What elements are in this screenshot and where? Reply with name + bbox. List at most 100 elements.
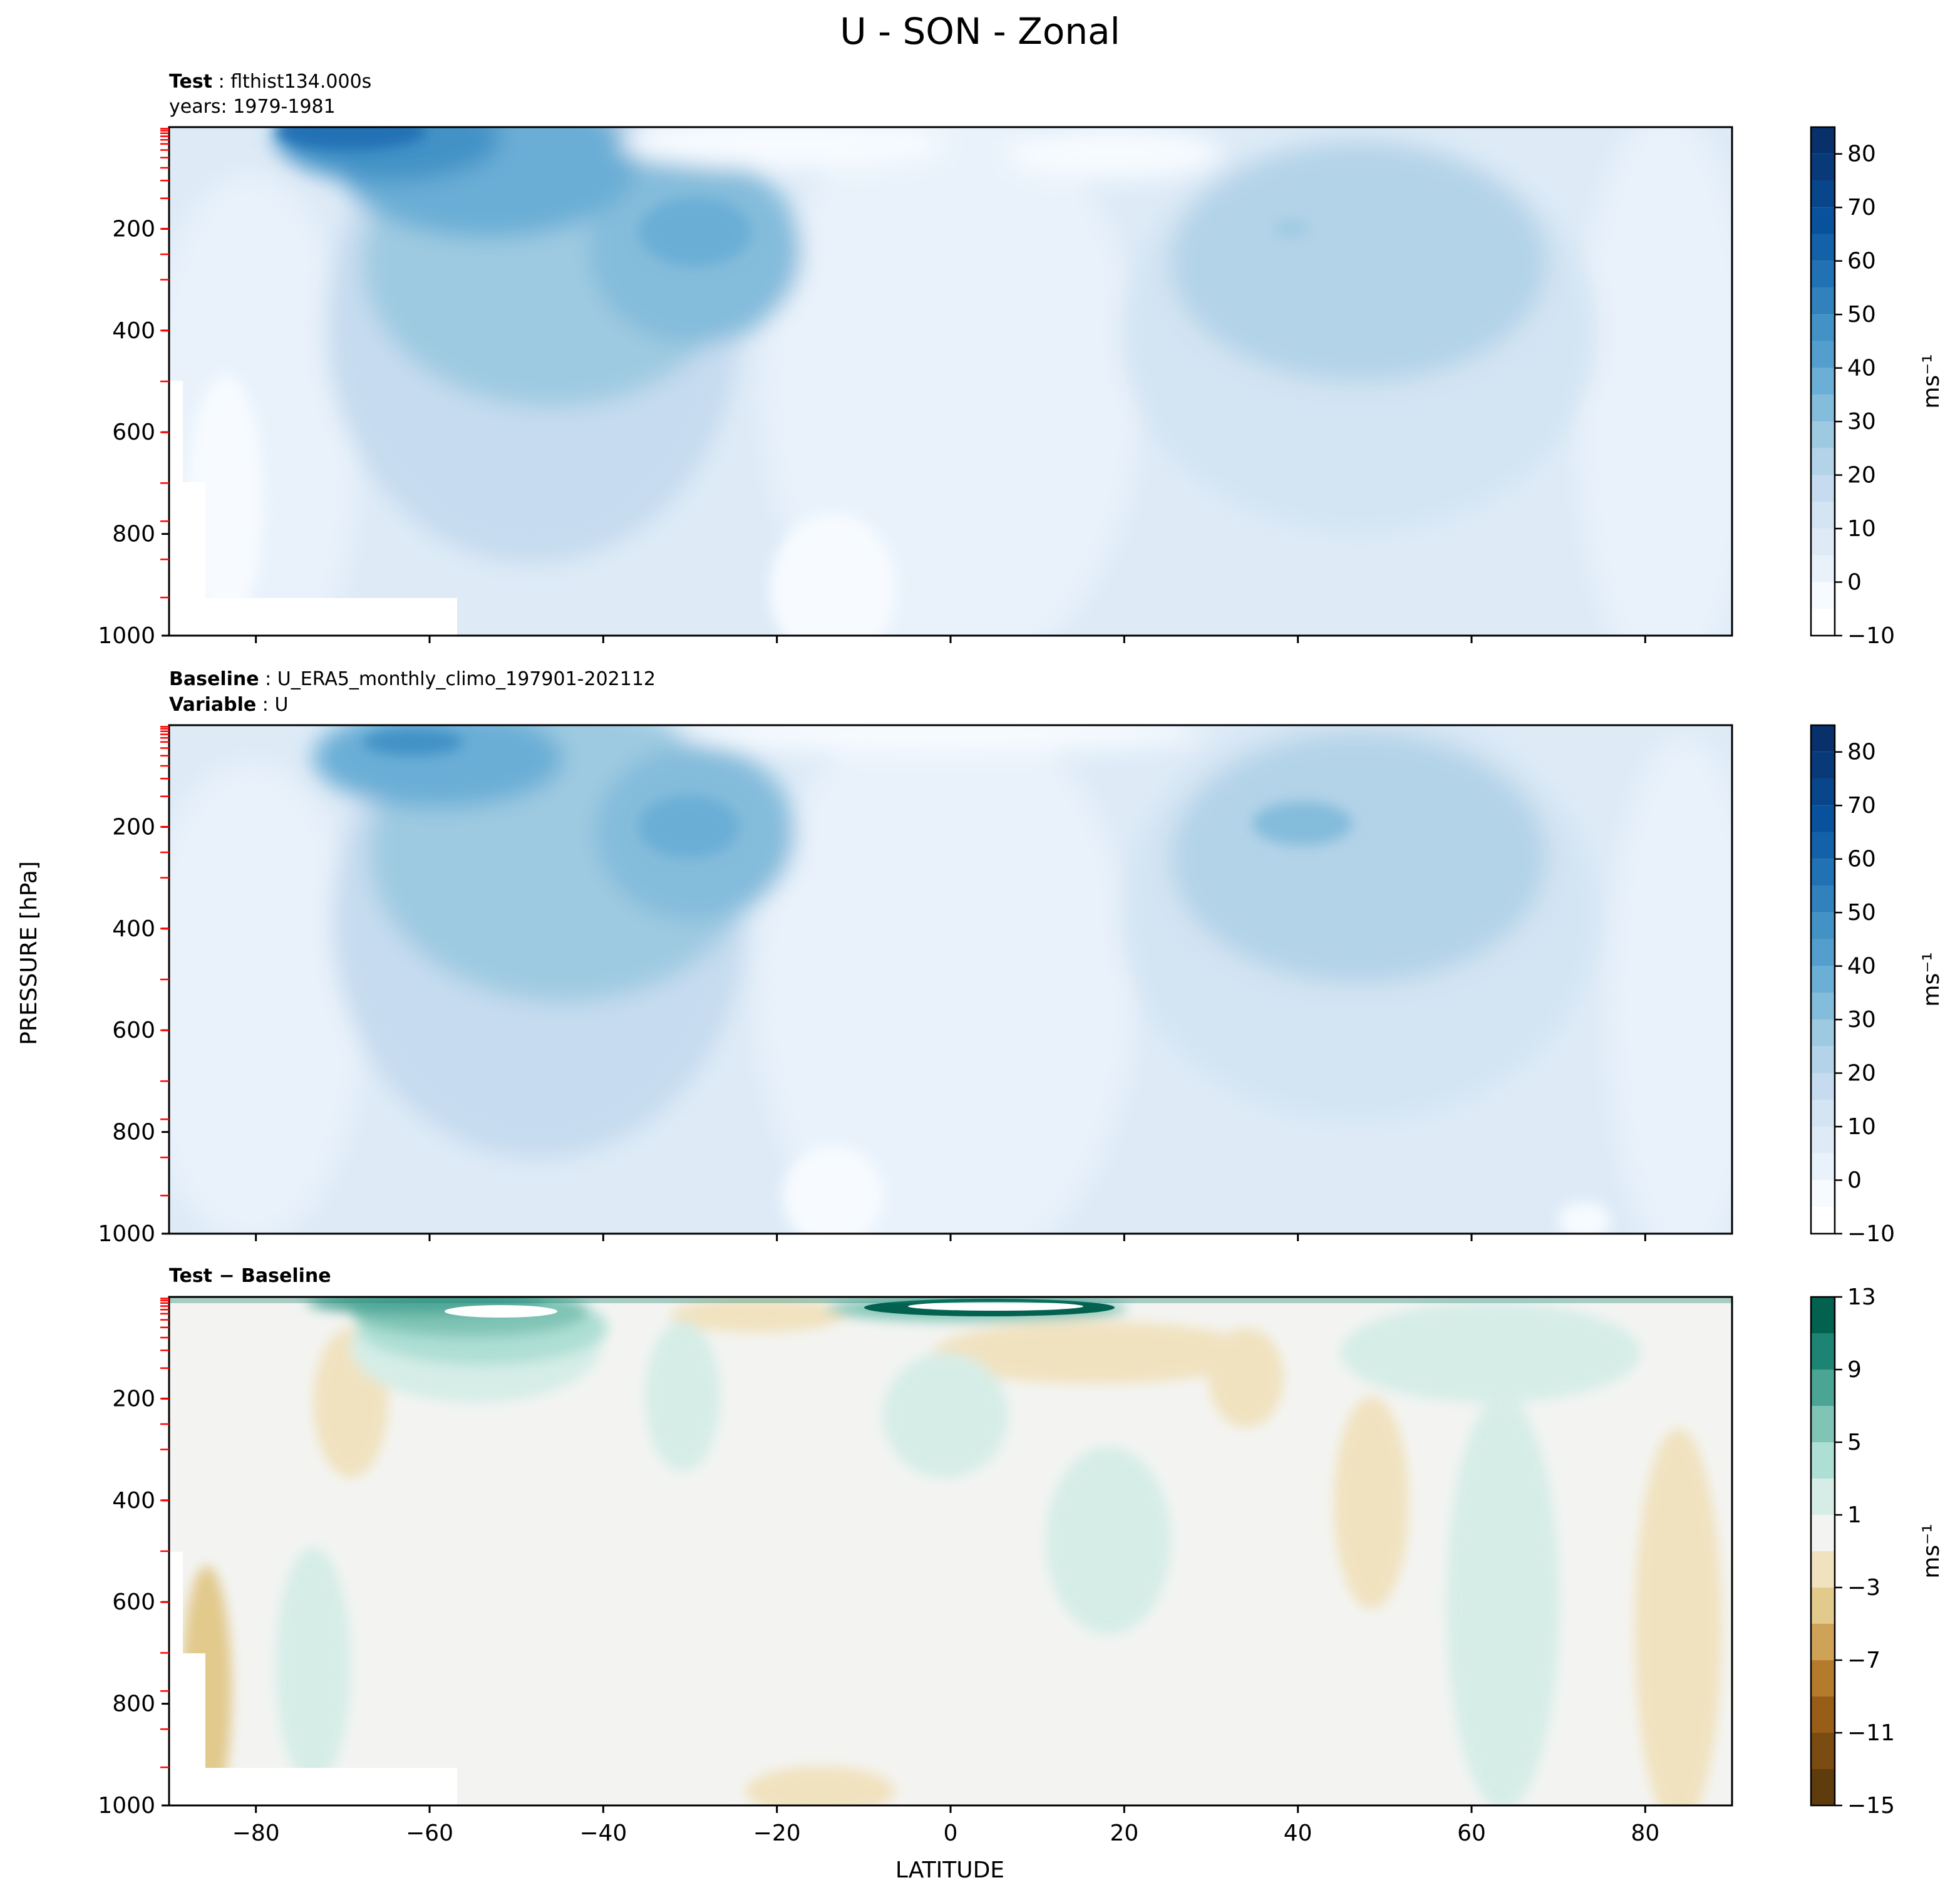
colorbar-tick-label: 10 bbox=[1847, 516, 1876, 542]
colorbar-segment bbox=[1811, 555, 1835, 582]
colorbar-segment bbox=[1811, 1180, 1835, 1207]
panel-test: Test : flthist134.000s years: 1979-1981 bbox=[98, 71, 1944, 649]
colorbar-segment bbox=[1811, 859, 1835, 886]
colorbar-tick-label: 80 bbox=[1847, 740, 1876, 765]
colorbar-tick-label: 0 bbox=[1847, 1168, 1862, 1194]
contour-field bbox=[169, 725, 1732, 1234]
caption-text: U_ERA5_monthly_climo_197901-202112 bbox=[277, 668, 656, 690]
colorbar-label: ms⁻¹ bbox=[1919, 354, 1944, 408]
x-tick-label: 80 bbox=[1631, 1820, 1659, 1846]
colorbar: −15 −11 −7 −3 1 5 9 13 ms⁻¹ bbox=[1810, 1284, 1944, 1819]
colorbar: −10 0 10 20 30 40 50 60 70 80 ms⁻¹ bbox=[1810, 724, 1944, 1247]
colorbar-tick-label: 50 bbox=[1847, 302, 1876, 328]
y-tick-label: 400 bbox=[112, 1488, 155, 1514]
colorbar-tick-label: 20 bbox=[1847, 463, 1876, 488]
colorbar-tick-label: 5 bbox=[1847, 1430, 1862, 1455]
panel-caption: Test : flthist134.000s bbox=[169, 71, 371, 93]
colorbar-segment bbox=[1811, 1406, 1835, 1442]
colorbar-segment bbox=[1811, 609, 1835, 636]
colorbar-tick-label: −10 bbox=[1847, 1221, 1895, 1247]
colorbar-frame bbox=[1810, 126, 1836, 637]
colorbar-segment bbox=[1811, 1515, 1835, 1551]
colorbar-segment bbox=[1811, 1624, 1835, 1660]
x-tick-label: −80 bbox=[232, 1820, 280, 1846]
y-tick-label: 800 bbox=[112, 1691, 155, 1717]
colorbar-tick-label: 80 bbox=[1847, 142, 1876, 167]
colorbar-tick-label: −7 bbox=[1847, 1648, 1880, 1673]
colorbar-tick-label: 10 bbox=[1847, 1114, 1876, 1140]
colorbar-segment bbox=[1811, 502, 1835, 529]
panel-caption: Baseline : U_ERA5_monthly_climo_197901-2… bbox=[169, 668, 656, 690]
colorbar-tick-label: 13 bbox=[1847, 1284, 1876, 1310]
contour-field bbox=[169, 127, 1732, 636]
colorbar-tick-label: 0 bbox=[1847, 570, 1862, 596]
colorbar-segment bbox=[1811, 1100, 1835, 1127]
x-tick-label: 40 bbox=[1284, 1820, 1313, 1846]
colorbar-segment bbox=[1811, 1333, 1835, 1370]
missing-data-mask bbox=[169, 598, 457, 636]
panel-baseline: Baseline : U_ERA5_monthly_climo_197901-2… bbox=[98, 668, 1944, 1247]
colorbar-segment bbox=[1811, 421, 1835, 448]
caption-bold: Variable bbox=[169, 694, 256, 716]
y-tick-label: 800 bbox=[112, 522, 155, 547]
panel-caption-years: years: 1979-1981 bbox=[169, 96, 336, 118]
colorbar-segment bbox=[1811, 475, 1835, 502]
colorbar-tick-label: 1 bbox=[1847, 1502, 1862, 1528]
colorbar-segment bbox=[1811, 725, 1835, 752]
colorbar-segment bbox=[1811, 341, 1835, 368]
colorbar-segment bbox=[1811, 1733, 1835, 1769]
colorbar-tick-label: 70 bbox=[1847, 195, 1876, 220]
y-axis-ticks: 200 400 600 800 1000 bbox=[98, 1386, 169, 1819]
colorbar-frame bbox=[1810, 1296, 1836, 1807]
y-tick-label: 200 bbox=[112, 814, 155, 840]
model-level-ticks bbox=[160, 726, 169, 1197]
colorbar-segment bbox=[1811, 314, 1835, 341]
colorbar-tick-label: 30 bbox=[1847, 1007, 1876, 1033]
x-axis-ticks: −80 −60 −40 −20 0 20 40 60 80 bbox=[232, 1805, 1659, 1846]
colorbar-segment bbox=[1811, 368, 1835, 395]
y-axis-label: PRESSURE [hPa] bbox=[16, 861, 42, 1045]
colorbar-segment bbox=[1811, 261, 1835, 288]
colorbar-tick-label: 70 bbox=[1847, 793, 1876, 818]
colorbar-segment bbox=[1811, 1207, 1835, 1234]
y-tick-label: 200 bbox=[112, 216, 155, 242]
colorbar-segment bbox=[1811, 1551, 1835, 1588]
colorbar-segment bbox=[1811, 832, 1835, 859]
colorbar-tick-label: 50 bbox=[1847, 900, 1876, 926]
colorbar-tick-label: −10 bbox=[1847, 623, 1895, 649]
y-tick-label: 400 bbox=[112, 318, 155, 344]
colorbar-tick-label: 40 bbox=[1847, 356, 1876, 381]
y-tick-label: 600 bbox=[112, 420, 155, 445]
y-tick-label: 600 bbox=[112, 1018, 155, 1043]
x-axis-label: LATITUDE bbox=[895, 1857, 1004, 1883]
missing-data-mask bbox=[169, 1768, 457, 1805]
colorbar-segment bbox=[1811, 1696, 1835, 1733]
colorbar-segment bbox=[1811, 207, 1835, 234]
colorbar-segment bbox=[1811, 582, 1835, 609]
colorbar-segment bbox=[1811, 778, 1835, 806]
colorbar-segment bbox=[1811, 1046, 1835, 1073]
y-tick-label: 200 bbox=[112, 1386, 155, 1412]
colorbar-segment bbox=[1811, 234, 1835, 261]
caption-sep: : bbox=[212, 71, 230, 93]
x-axis-ticks bbox=[255, 1234, 1646, 1241]
colorbar-tick-label: −3 bbox=[1847, 1575, 1880, 1601]
colorbar-tick-label: 30 bbox=[1847, 409, 1876, 435]
colorbar-label: ms⁻¹ bbox=[1919, 952, 1944, 1006]
y-tick-label: 600 bbox=[112, 1589, 155, 1615]
colorbar-segment bbox=[1811, 1370, 1835, 1406]
colorbar-segment bbox=[1811, 885, 1835, 913]
colorbar-segment bbox=[1811, 1297, 1835, 1333]
caption-text: flthist134.000s bbox=[230, 71, 371, 93]
colorbar-tick-label: 9 bbox=[1847, 1357, 1862, 1383]
colorbar-segment bbox=[1811, 127, 1835, 154]
colorbar-label: ms⁻¹ bbox=[1919, 1524, 1944, 1578]
colorbar-segment bbox=[1811, 287, 1835, 315]
x-tick-label: −60 bbox=[406, 1820, 453, 1846]
caption-bold: Test − Baseline bbox=[169, 1265, 331, 1287]
caption-sep: : bbox=[259, 668, 277, 690]
colorbar-tick-label: 60 bbox=[1847, 847, 1876, 872]
y-tick-label: 1000 bbox=[98, 1221, 155, 1247]
colorbar-tick-label: 40 bbox=[1847, 954, 1876, 979]
x-tick-label: −20 bbox=[753, 1820, 801, 1846]
